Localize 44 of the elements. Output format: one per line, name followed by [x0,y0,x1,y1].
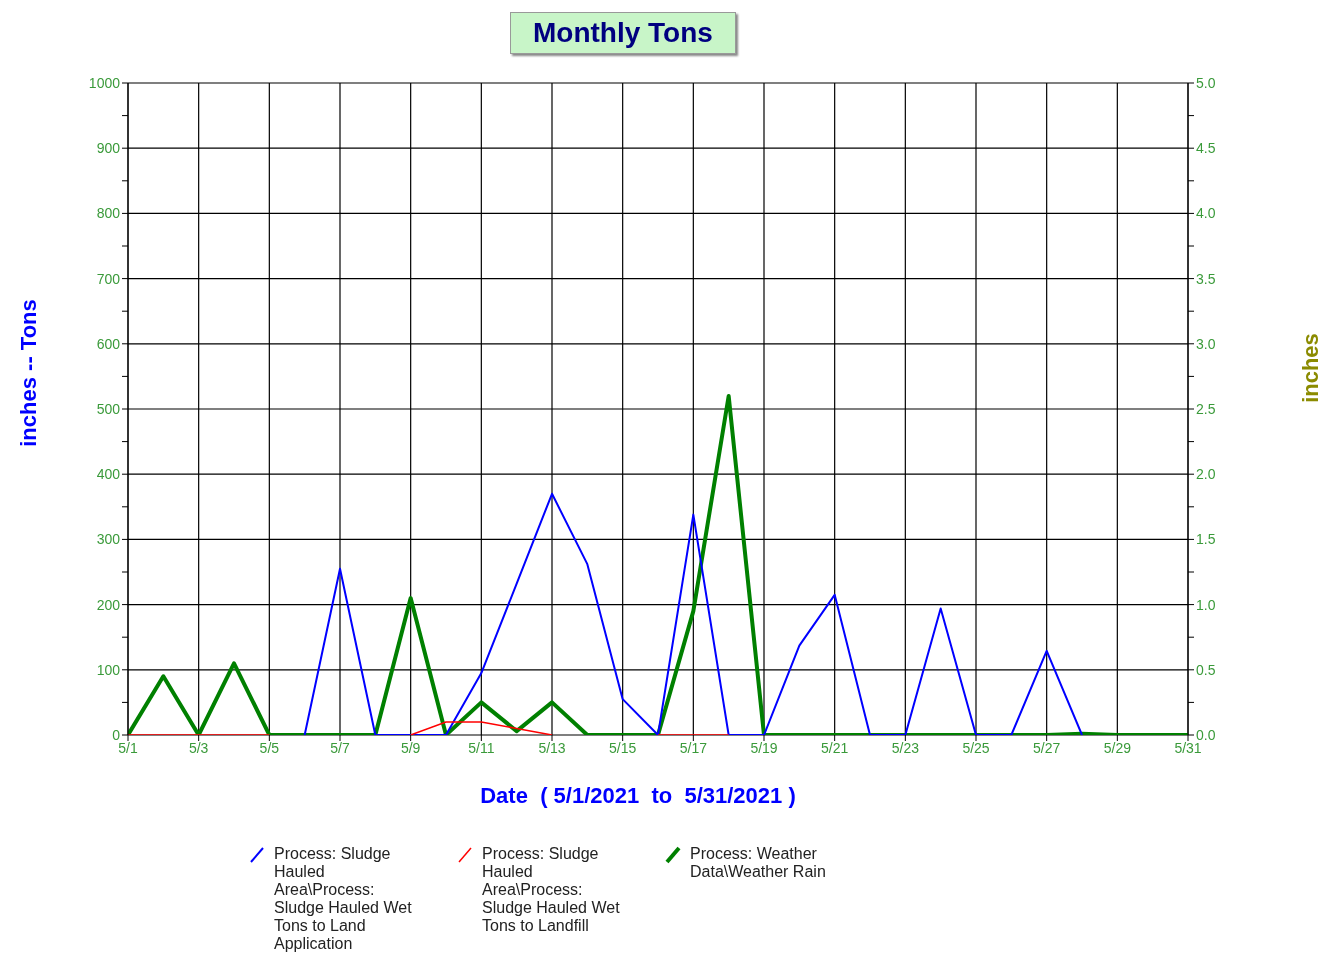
x-tick-label: 5/25 [962,739,990,756]
y2-axis-title: inches [1298,333,1324,403]
y2-tick-label: 2.5 [1196,400,1216,417]
legend-label: Process: Sludge Hauled Area\Process: Sludge Hauled Wet Tons to Landfill [482,845,621,935]
chart-title: Monthly Tons [510,12,736,54]
y-tick-label: 600 [96,335,121,352]
y-tick-label: 900 [96,140,121,157]
y2-tick-label: 5.0 [1196,74,1216,91]
y-tick-label: 700 [96,270,121,287]
y-tick-label: 800 [96,205,121,222]
x-tick-label: 5/3 [188,739,209,756]
legend-label: Process: Weather Data\Weather Rain [690,845,827,881]
x-tick-label: 5/19 [750,739,778,756]
x-tick-label: 5/27 [1033,739,1061,756]
y-tick-label: 200 [96,596,121,613]
x-tick-label: 5/7 [330,739,350,756]
legend-label: Process: Sludge Hauled Area\Process: Sludge Hauled Wet Tons to Land Application [274,845,413,953]
y-tick-label: 500 [96,400,121,417]
y-tick-label: 400 [96,466,121,483]
x-tick-label: 5/1 [118,739,138,756]
y-tick-label: 0 [112,726,121,743]
x-tick-label: 5/21 [821,739,849,756]
x-tick-label: 5/5 [259,739,280,756]
y2-tick-label: 2.0 [1196,466,1216,483]
y-tick-label: 100 [96,661,121,678]
line-series [303,492,1083,735]
y2-tick-label: 0.5 [1196,661,1216,678]
y-axis-title: inches -- Tons [16,299,42,447]
y2-tick-label: 1.5 [1196,531,1216,548]
x-tick-label: 5/23 [891,739,920,756]
y2-tick-label: 4.5 [1196,140,1216,157]
x-tick-label: 5/29 [1103,739,1132,756]
x-tick-label: 5/15 [609,739,637,756]
y-tick-label: 300 [96,531,121,548]
x-tick-label: 5/13 [538,739,566,756]
x-axis-title: Date ( 5/1/2021 to 5/31/2021 ) [479,783,797,809]
y-tick-label: 1000 [88,74,121,91]
x-tick-label: 5/11 [468,739,495,756]
y2-tick-label: 3.0 [1196,335,1216,352]
x-tick-label: 5/17 [679,739,708,756]
y2-tick-label: 4.0 [1196,205,1216,222]
x-tick-label: 5/9 [400,739,421,756]
y2-tick-label: 1.0 [1196,596,1216,613]
y2-tick-label: 3.5 [1196,270,1216,287]
